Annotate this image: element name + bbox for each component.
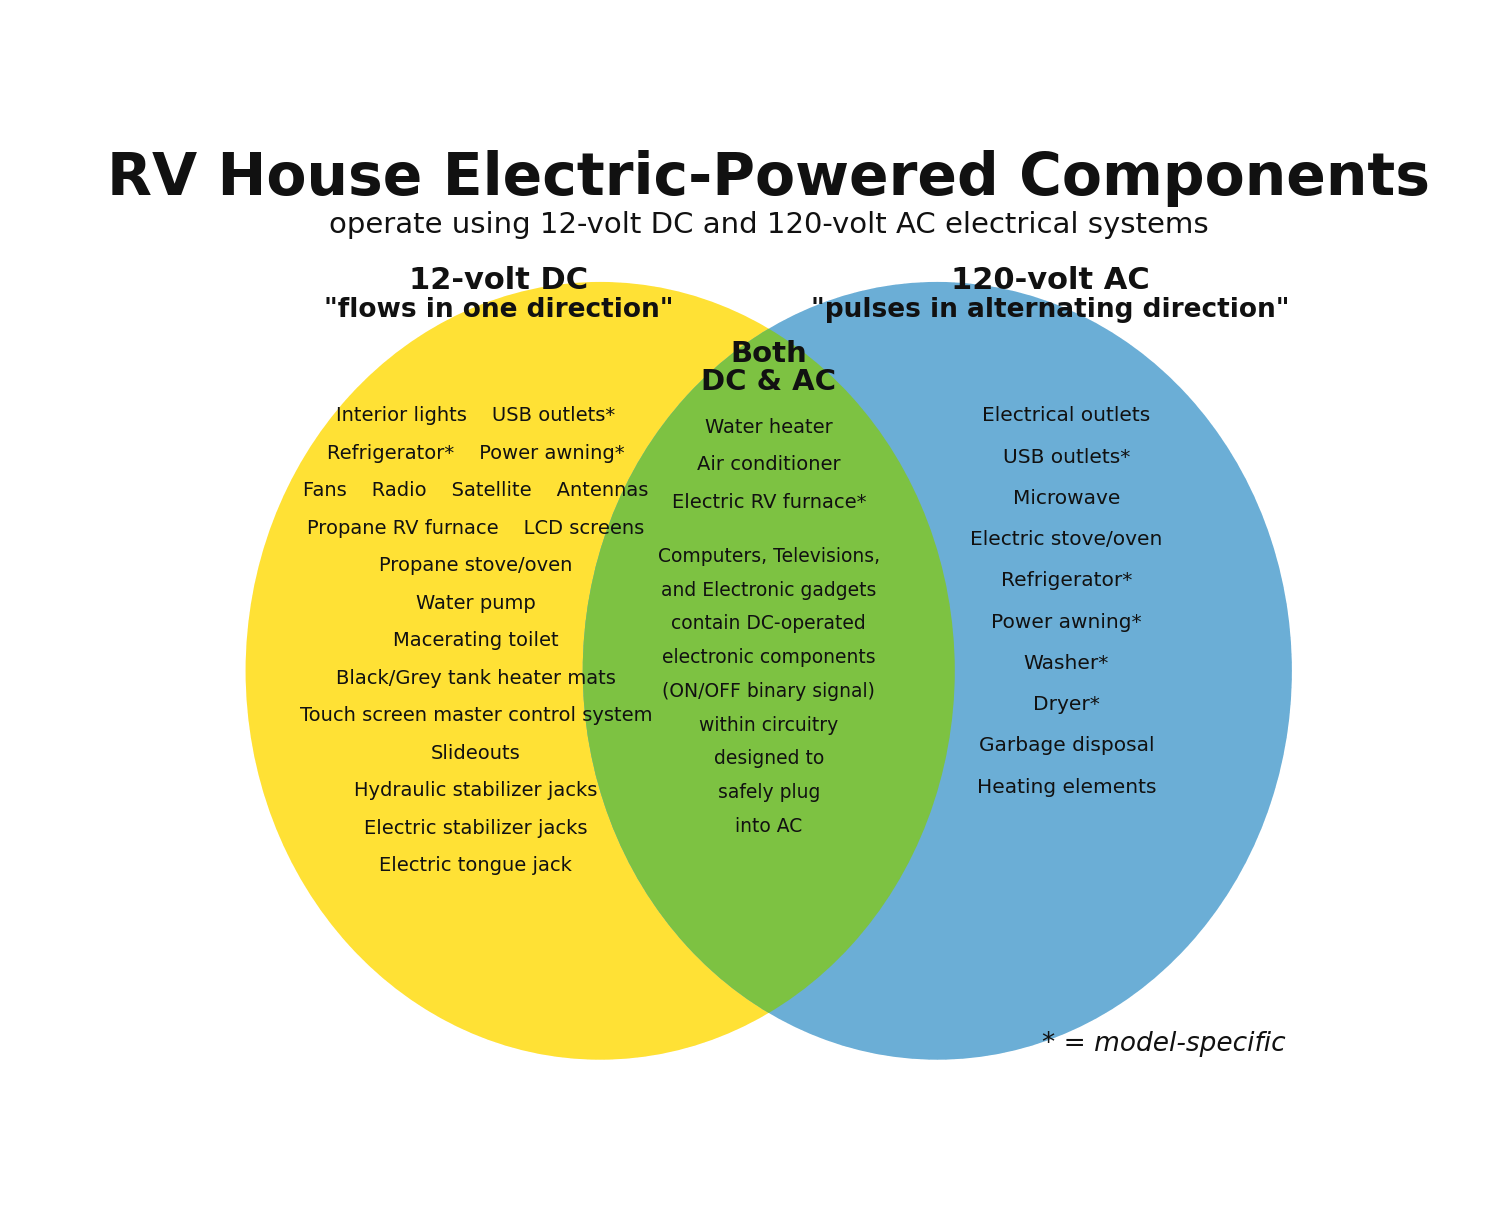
Text: contain DC-operated: contain DC-operated bbox=[672, 615, 865, 634]
Text: "pulses in alternating direction": "pulses in alternating direction" bbox=[812, 297, 1290, 323]
Text: Water pump: Water pump bbox=[416, 594, 536, 613]
Text: Dryer*: Dryer* bbox=[1034, 695, 1100, 714]
Text: USB outlets*: USB outlets* bbox=[1002, 448, 1130, 466]
Text: Refrigerator*: Refrigerator* bbox=[1000, 571, 1132, 590]
Text: electronic components: electronic components bbox=[662, 649, 876, 667]
Text: Macerating toilet: Macerating toilet bbox=[393, 632, 558, 650]
Text: * = model-specific: * = model-specific bbox=[1042, 1031, 1286, 1056]
Text: Propane RV furnace    LCD screens: Propane RV furnace LCD screens bbox=[308, 518, 645, 538]
Text: Touch screen master control system: Touch screen master control system bbox=[300, 706, 652, 725]
Text: and Electronic gadgets: and Electronic gadgets bbox=[662, 581, 876, 600]
Ellipse shape bbox=[582, 282, 1292, 1060]
Text: (ON/OFF binary signal): (ON/OFF binary signal) bbox=[663, 682, 874, 701]
Text: Both: Both bbox=[730, 340, 807, 368]
Text: Propane stove/oven: Propane stove/oven bbox=[380, 556, 573, 576]
Text: Microwave: Microwave bbox=[1013, 489, 1120, 507]
Text: safely plug: safely plug bbox=[717, 783, 821, 802]
Text: Power awning*: Power awning* bbox=[992, 612, 1142, 632]
Text: Water heater: Water heater bbox=[705, 417, 833, 437]
Text: RV House Electric-Powered Components: RV House Electric-Powered Components bbox=[108, 151, 1431, 207]
Text: Heating elements: Heating elements bbox=[976, 778, 1156, 796]
Text: Black/Grey tank heater mats: Black/Grey tank heater mats bbox=[336, 669, 615, 688]
Text: Electric stabilizer jacks: Electric stabilizer jacks bbox=[364, 819, 588, 837]
Text: Electric tongue jack: Electric tongue jack bbox=[380, 857, 572, 875]
Text: operate using 12-volt DC and 120-volt AC electrical systems: operate using 12-volt DC and 120-volt AC… bbox=[328, 211, 1209, 239]
Text: 12-volt DC: 12-volt DC bbox=[410, 265, 588, 295]
Text: 120-volt AC: 120-volt AC bbox=[951, 265, 1149, 295]
Text: DC & AC: DC & AC bbox=[700, 369, 837, 397]
Text: Air conditioner: Air conditioner bbox=[698, 455, 840, 475]
Text: into AC: into AC bbox=[735, 817, 802, 836]
Text: designed to: designed to bbox=[714, 750, 824, 768]
Text: Garbage disposal: Garbage disposal bbox=[978, 736, 1154, 756]
Text: Hydraulic stabilizer jacks: Hydraulic stabilizer jacks bbox=[354, 781, 597, 801]
Ellipse shape bbox=[246, 282, 954, 1060]
Text: "flows in one direction": "flows in one direction" bbox=[324, 297, 674, 323]
Ellipse shape bbox=[582, 282, 1292, 1060]
Text: Computers, Televisions,: Computers, Televisions, bbox=[657, 546, 880, 566]
Text: Electric stove/oven: Electric stove/oven bbox=[970, 531, 1162, 549]
Text: Refrigerator*    Power awning*: Refrigerator* Power awning* bbox=[327, 444, 624, 462]
Text: Electrical outlets: Electrical outlets bbox=[982, 406, 1150, 426]
Text: Fans    Radio    Satellite    Antennas: Fans Radio Satellite Antennas bbox=[303, 482, 648, 500]
Text: Slideouts: Slideouts bbox=[430, 744, 520, 763]
Text: Washer*: Washer* bbox=[1023, 654, 1108, 673]
Text: Interior lights    USB outlets*: Interior lights USB outlets* bbox=[336, 406, 615, 426]
Text: Electric RV furnace*: Electric RV furnace* bbox=[672, 493, 865, 511]
Text: within circuitry: within circuitry bbox=[699, 716, 838, 735]
